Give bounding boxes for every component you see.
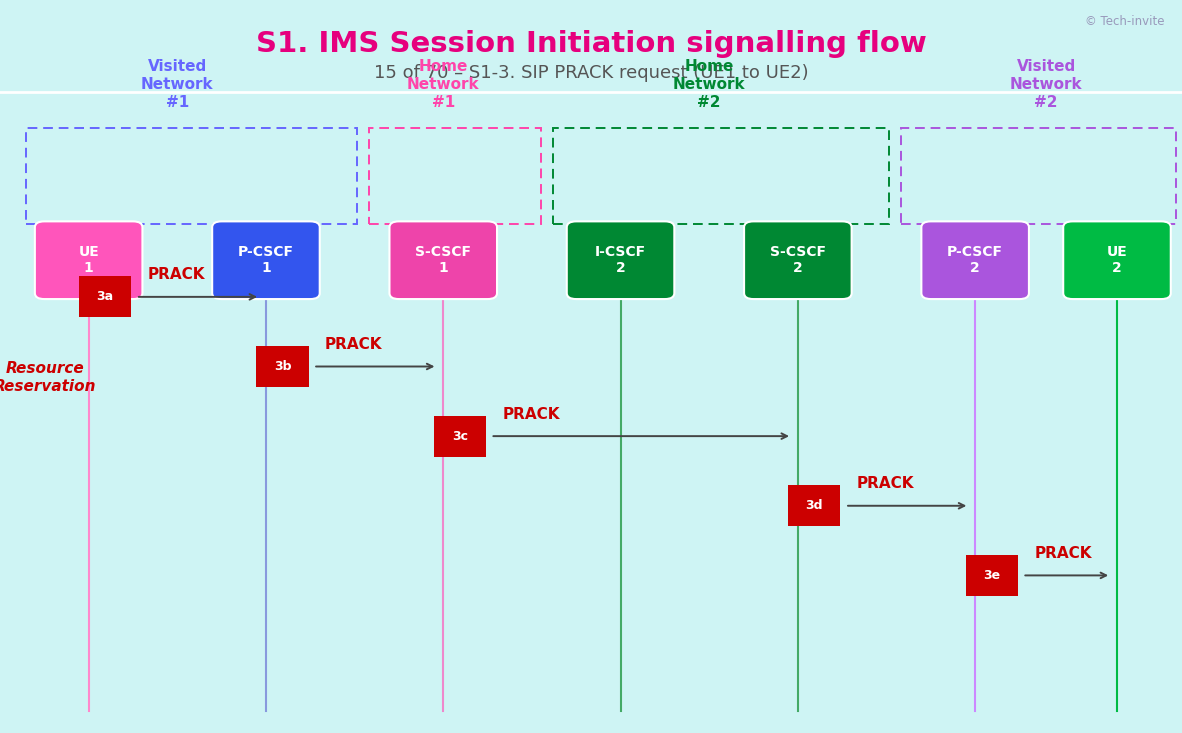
Text: UE
1: UE 1 — [78, 245, 99, 276]
Text: S-CSCF
2: S-CSCF 2 — [769, 245, 826, 276]
FancyBboxPatch shape — [567, 221, 674, 299]
FancyBboxPatch shape — [788, 485, 840, 526]
Text: P-CSCF
1: P-CSCF 1 — [238, 245, 294, 276]
Text: Visited
Network
#1: Visited Network #1 — [141, 59, 214, 110]
Text: UE
2: UE 2 — [1106, 245, 1128, 276]
FancyBboxPatch shape — [35, 221, 142, 299]
Text: Home
Network
#1: Home Network #1 — [407, 59, 480, 110]
Text: S1. IMS Session Initiation signalling flow: S1. IMS Session Initiation signalling fl… — [255, 30, 927, 58]
FancyBboxPatch shape — [1064, 221, 1170, 299]
Text: PRACK: PRACK — [148, 268, 206, 282]
Text: S-CSCF
1: S-CSCF 1 — [415, 245, 472, 276]
FancyBboxPatch shape — [213, 221, 319, 299]
FancyBboxPatch shape — [79, 276, 131, 317]
Text: 3b: 3b — [274, 360, 291, 373]
Text: PRACK: PRACK — [325, 337, 383, 352]
FancyBboxPatch shape — [921, 221, 1028, 299]
Text: PRACK: PRACK — [1034, 546, 1092, 561]
FancyBboxPatch shape — [389, 221, 496, 299]
Text: Home
Network
#2: Home Network #2 — [673, 59, 746, 110]
Text: I-CSCF
2: I-CSCF 2 — [595, 245, 647, 276]
FancyBboxPatch shape — [256, 346, 309, 387]
Text: 3a: 3a — [97, 290, 113, 303]
Text: 3d: 3d — [806, 499, 823, 512]
Text: PRACK: PRACK — [857, 476, 915, 491]
FancyBboxPatch shape — [434, 416, 486, 457]
Text: PRACK: PRACK — [502, 407, 560, 421]
Text: 3c: 3c — [452, 430, 468, 443]
Text: Visited
Network
#2: Visited Network #2 — [1009, 59, 1083, 110]
Text: 3e: 3e — [983, 569, 1000, 582]
FancyBboxPatch shape — [745, 221, 851, 299]
Text: Resource
Reservation: Resource Reservation — [0, 361, 96, 394]
Text: © Tech-invite: © Tech-invite — [1085, 15, 1164, 29]
FancyBboxPatch shape — [966, 555, 1018, 596]
Text: 15 of 70 – S1-3. SIP PRACK request (UE1 to UE2): 15 of 70 – S1-3. SIP PRACK request (UE1 … — [374, 65, 808, 82]
Text: P-CSCF
2: P-CSCF 2 — [947, 245, 1004, 276]
